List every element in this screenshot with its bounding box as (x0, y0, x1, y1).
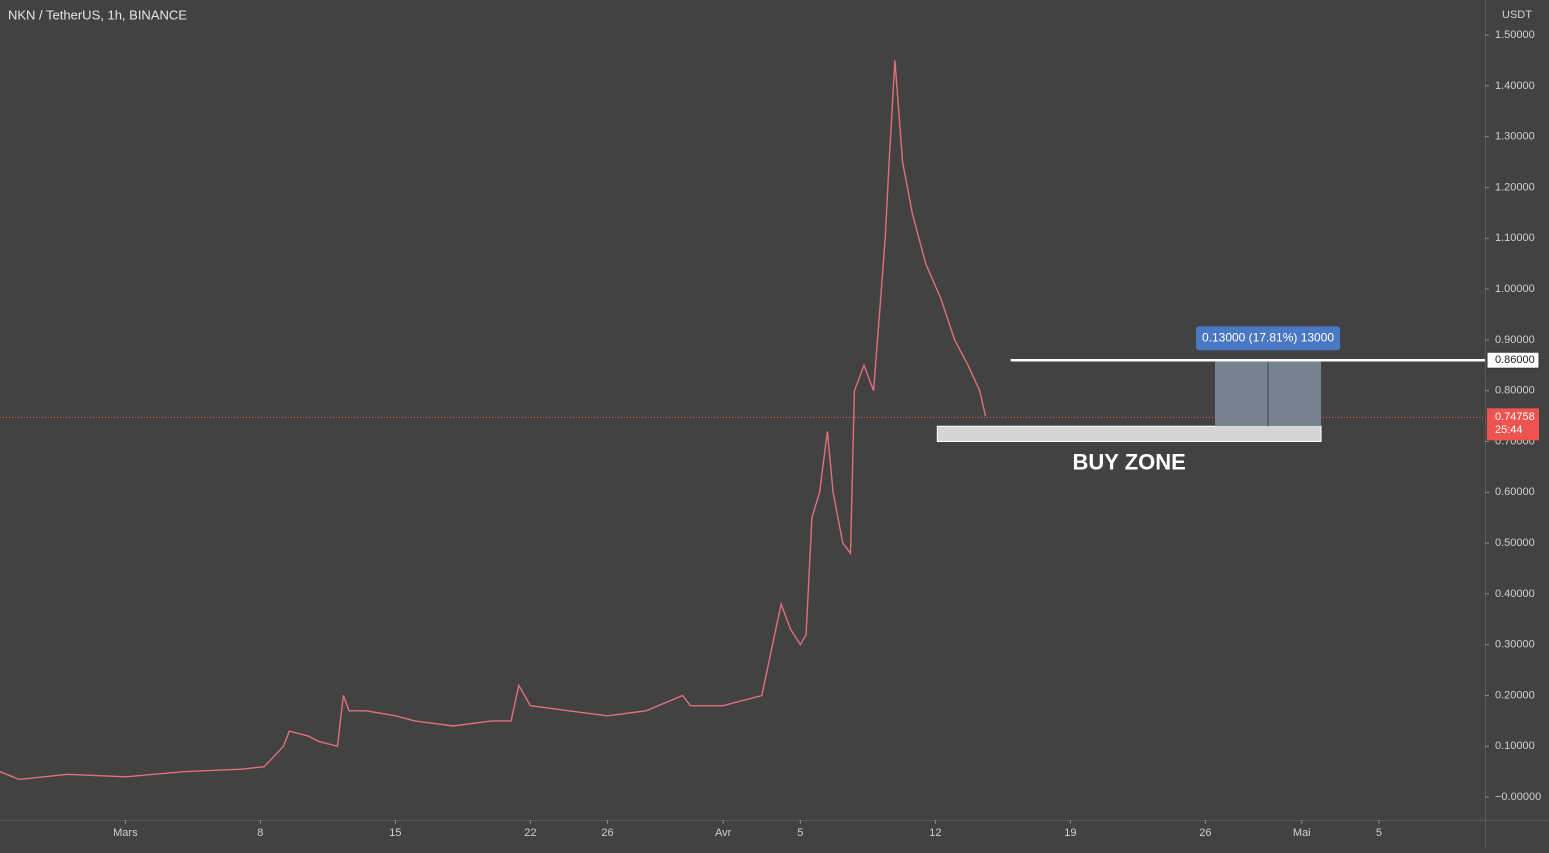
last-price-label-bg (1487, 408, 1539, 441)
y-tick-label: 1.10000 (1495, 232, 1535, 244)
x-tick-label: 5 (1376, 827, 1382, 839)
x-tick-label: 26 (601, 827, 613, 839)
y-tick-label: 1.30000 (1495, 131, 1535, 143)
x-tick-label: 8 (257, 827, 263, 839)
countdown-label: 25:44 (1495, 424, 1523, 436)
y-tick-label: 1.00000 (1495, 283, 1535, 295)
y-tick-label: 0.50000 (1495, 537, 1535, 549)
last-price-label: 0.74758 (1495, 411, 1535, 423)
chart-title: NKN / TetherUS, 1h, BINANCE (8, 7, 187, 22)
y-unit: USDT (1502, 9, 1532, 21)
y-tick-label: 0.10000 (1495, 740, 1535, 752)
measure-label-bg (1196, 326, 1341, 351)
y-tick-label: −0.00000 (1495, 791, 1541, 803)
y-tick-label: 0.40000 (1495, 588, 1535, 600)
y-tick-label: 0.80000 (1495, 385, 1535, 397)
y-tick-label: 1.20000 (1495, 181, 1535, 193)
y-tick-label: 0.20000 (1495, 689, 1535, 701)
x-tick-label: 19 (1064, 827, 1076, 839)
y-tick-label: 1.40000 (1495, 80, 1535, 92)
x-tick-label: 15 (389, 827, 401, 839)
resistance-label: 0.86000 (1495, 354, 1535, 366)
y-tick-label: 0.90000 (1495, 334, 1535, 346)
x-tick-label: 12 (929, 827, 941, 839)
x-tick-label: 22 (524, 827, 536, 839)
resistance-label-bg (1486, 351, 1540, 369)
measure-label: 0.13000 (17.81%) 13000 (1202, 330, 1334, 344)
y-tick-label: 0.60000 (1495, 486, 1535, 498)
buy-zone (936, 425, 1322, 442)
price-line (0, 60, 987, 781)
x-tick-label: Mai (1293, 827, 1311, 839)
x-tick-label: Avr (715, 827, 732, 839)
y-tick-label: 0.30000 (1495, 639, 1535, 651)
x-tick-label: 26 (1199, 827, 1211, 839)
buy-zone-label: BUY ZONE (1073, 449, 1186, 474)
x-tick-label: Mars (113, 827, 138, 839)
y-tick-label: 1.50000 (1495, 29, 1535, 41)
x-tick-label: 5 (797, 827, 803, 839)
